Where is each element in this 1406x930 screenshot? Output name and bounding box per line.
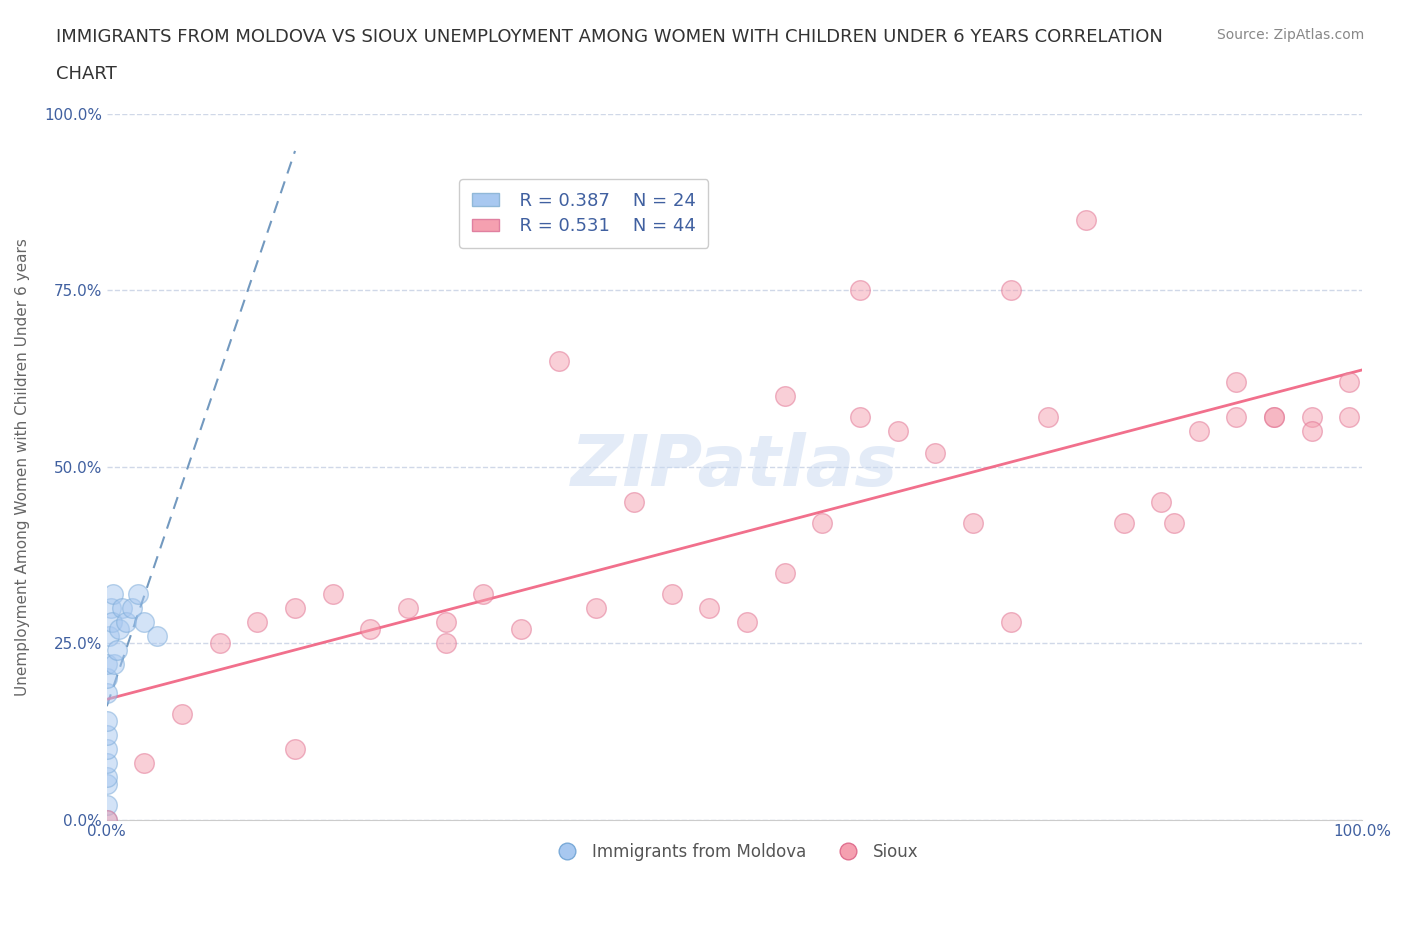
Point [96,671,118,686]
Point [1263,410,1285,425]
Point [1074,212,1097,227]
Point [1000,615,1022,630]
Point [170,706,193,721]
Point [134,756,156,771]
Point [100,601,122,616]
Point [811,516,834,531]
Point [359,621,381,636]
Point [322,586,344,601]
Point [1301,424,1323,439]
Point [773,565,796,580]
Text: ZIPatlas: ZIPatlas [571,432,898,501]
Point [1339,410,1361,425]
Point [96,812,118,827]
Point [96,685,118,700]
Text: CHART: CHART [56,65,117,83]
Point [96,812,118,827]
Point [434,636,457,651]
Point [134,615,156,630]
Point [146,629,169,644]
Point [1188,424,1211,439]
Point [96,770,118,785]
Point [96,756,118,771]
Point [1150,495,1173,510]
Point [114,615,136,630]
Point [1038,410,1060,425]
Point [108,621,131,636]
Point [585,601,607,616]
Point [127,586,149,601]
Point [886,424,908,439]
Point [472,586,495,601]
Point [96,777,118,791]
Point [510,621,533,636]
Point [434,615,457,630]
Point [1301,410,1323,425]
Point [1263,410,1285,425]
Point [111,601,134,616]
Point [661,586,683,601]
Point [121,601,143,616]
Point [1225,375,1247,390]
Point [96,713,118,728]
Point [547,353,569,368]
Point [1339,375,1361,390]
Point [623,495,645,510]
Point [105,643,128,658]
Point [1225,410,1247,425]
Point [697,601,720,616]
Point [773,389,796,404]
Point [208,636,231,651]
Point [96,741,118,756]
Text: Source: ZipAtlas.com: Source: ZipAtlas.com [1216,28,1364,42]
Point [284,741,307,756]
Point [1163,516,1185,531]
Point [284,601,307,616]
Point [98,629,121,644]
Point [96,798,118,813]
Point [849,410,872,425]
Point [735,615,758,630]
Point [96,727,118,742]
Text: IMMIGRANTS FROM MOLDOVA VS SIOUX UNEMPLOYMENT AMONG WOMEN WITH CHILDREN UNDER 6 : IMMIGRANTS FROM MOLDOVA VS SIOUX UNEMPLO… [56,28,1163,46]
Point [246,615,269,630]
Point [100,615,122,630]
Point [103,657,125,671]
Point [962,516,984,531]
Y-axis label: Unemployment Among Women with Children Under 6 years: Unemployment Among Women with Children U… [15,238,30,696]
Point [396,601,419,616]
Point [96,657,118,671]
Point [1000,283,1022,298]
Point [849,283,872,298]
Point [101,586,124,601]
Legend: Immigrants from Moldova, Sioux: Immigrants from Moldova, Sioux [544,836,925,868]
Point [1112,516,1135,531]
Point [924,445,946,460]
